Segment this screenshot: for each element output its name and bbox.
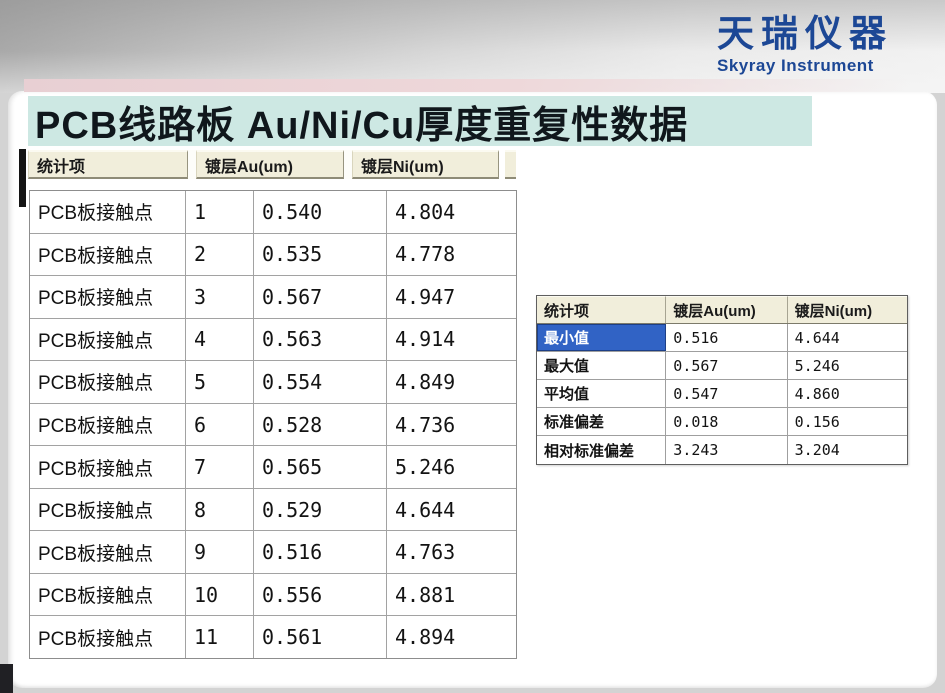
pink-accent-stripe [24,79,908,92]
cell-index: 1 [186,191,254,233]
stats-row[interactable]: 平均值 0.547 4.860 [537,380,907,408]
cell-ni-value: 0.156 [794,412,840,431]
selected-cell[interactable]: 最小值 [537,324,667,351]
cell-index: 11 [186,616,254,659]
cell-ni-value: 4.763 [395,540,456,565]
cell-au-value: 0.563 [254,318,387,361]
header-gap [344,150,352,179]
header-band [0,0,945,93]
column-header[interactable]: 统计项 [537,296,667,323]
cell-ni-value: 4.860 [794,384,840,403]
table-row[interactable]: PCB板接触点 1 0.540 4.804 [30,191,516,234]
cell-au-value: 0.561 [254,616,387,659]
cell-ni-value: 4.947 [395,284,456,309]
header-gap [188,150,196,179]
table-row[interactable]: PCB板接触点 6 0.528 4.736 [30,403,516,447]
cell-index: 8 [186,488,254,531]
column-header[interactable]: 镀层Ni(um) [787,296,907,323]
corner-dark-patch [0,664,13,693]
stats-row[interactable]: 标准偏差 0.018 0.156 [537,408,907,436]
stats-table-header: 统计项 镀层Au(um) 镀层Ni(um) [537,296,907,324]
cell-ni-value: 4.894 [395,625,456,650]
cell-ni-value: 4.804 [395,199,456,224]
cell-label: PCB板接触点 [30,446,186,488]
table-row[interactable]: PCB板接触点 4 0.563 4.914 [30,318,516,362]
cell-au-value: 0.567 [666,352,788,379]
cell-label: PCB板接触点 [30,233,186,276]
cell-label: PCB板接触点 [30,531,186,573]
cell-index: 2 [186,233,254,276]
cell-ni-value: 4.778 [395,242,456,267]
stats-row[interactable]: 相对标准偏差 3.243 3.204 [537,436,907,464]
table-row[interactable]: PCB板接触点 2 0.535 4.778 [30,233,516,277]
cell-au-value: 0.535 [254,233,387,276]
logo-english-text: Skyray Instrument [717,56,874,75]
cell-stat-label[interactable]: 相对标准偏差 [537,436,667,464]
cell-au-value: 0.018 [666,408,788,435]
cell-index: 10 [186,573,254,616]
cell-ni-value: 4.644 [395,497,456,522]
page-title: PCB线路板 Au/Ni/Cu厚度重复性数据 [35,104,689,147]
cell-index: 7 [186,446,254,488]
header-band-sheen [0,0,945,93]
cell-label: PCB板接触点 [30,488,186,531]
column-header[interactable]: 镀层Au(um) [196,150,344,179]
stats-table: 统计项 镀层Au(um) 镀层Ni(um) 最小值 0.516 4.644 最大值 0.56… [536,295,908,465]
cell-ni-value: 4.644 [794,328,840,347]
stats-row[interactable]: 最小值 0.516 4.644 [537,324,907,352]
cell-ni-value: 5.246 [395,455,456,480]
table-row[interactable]: PCB板接触点 11 0.561 4.894 [30,616,516,659]
cell-label: PCB板接触点 [30,403,186,446]
table-row[interactable]: PCB板接触点 5 0.554 4.849 [30,361,516,404]
table-row[interactable]: PCB板接触点 10 0.556 4.881 [30,573,516,617]
logo-chinese-text: 天瑞仪器 [717,13,893,54]
cell-label: PCB板接触点 [30,318,186,361]
cell-au-value: 0.529 [254,488,387,531]
cell-au-value: 0.540 [254,191,387,233]
cell-ni-value: 4.736 [395,412,456,437]
cell-index: 6 [186,403,254,446]
cell-au-value: 0.547 [666,380,788,407]
cell-index: 5 [186,361,254,403]
cell-stat-label[interactable]: 最大值 [537,352,667,379]
cell-au-value: 0.554 [254,361,387,403]
cell-ni-value: 4.849 [395,369,456,394]
cell-index: 9 [186,531,254,573]
cell-index: 3 [186,276,254,318]
measurement-table: PCB板接触点 1 0.540 4.804 PCB板接触点 2 0.535 4.778 PCB板… [29,190,517,659]
table-row[interactable]: PCB板接触点 7 0.565 5.246 [30,446,516,489]
stats-row[interactable]: 最大值 0.567 5.246 [537,352,907,380]
cell-au-value: 0.528 [254,403,387,446]
cell-au-value: 0.565 [254,446,387,488]
cell-ni-value: 5.246 [794,356,840,375]
cell-au-value: 3.243 [666,436,788,464]
cell-label: PCB板接触点 [30,616,186,659]
cell-au-value: 0.556 [254,573,387,616]
cell-ni-value: 4.881 [395,582,456,607]
skyray-logo: 天瑞仪器 Skyray Instrument [717,12,893,76]
cell-label: PCB板接触点 [30,191,186,233]
column-header[interactable]: 镀层Ni(um) [352,150,499,179]
table-row[interactable]: PCB板接触点 9 0.516 4.763 [30,531,516,574]
table-left-accent-bar [19,149,26,207]
table-row[interactable]: PCB板接触点 3 0.567 4.947 [30,276,516,319]
title-band: PCB线路板 Au/Ni/Cu厚度重复性数据 [28,96,812,147]
measurement-table-header: 统计项 镀层Au(um) 镀层Ni(um) [28,150,516,179]
cell-ni-value: 3.204 [794,441,840,459]
cell-stat-label[interactable]: 标准偏差 [537,408,667,435]
column-header[interactable]: 统计项 [28,150,188,179]
cell-ni-value: 4.914 [395,327,456,352]
column-header[interactable]: 镀层Au(um) [666,296,788,323]
header-fragment [505,150,516,179]
cell-au-value: 0.516 [666,324,788,351]
cell-label: PCB板接触点 [30,573,186,616]
cell-au-value: 0.516 [254,531,387,573]
cell-au-value: 0.567 [254,276,387,318]
cell-index: 4 [186,318,254,361]
cell-label: PCB板接触点 [30,276,186,318]
cell-label: PCB板接触点 [30,361,186,403]
cell-stat-label[interactable]: 平均值 [537,380,667,407]
table-row[interactable]: PCB板接触点 8 0.529 4.644 [30,488,516,532]
